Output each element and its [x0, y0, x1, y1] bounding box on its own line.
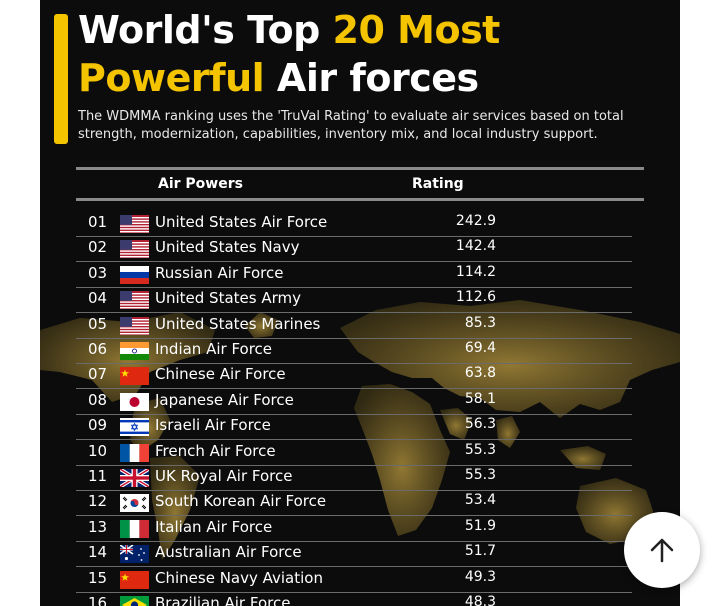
japan-flag-icon: [120, 392, 149, 411]
china-flag-icon: [120, 570, 149, 589]
rating-value: 53.4: [464, 492, 496, 509]
table-row: 03 Russian Air Force 114.2: [76, 262, 632, 288]
table-row: 09 Israeli Air Force 56.3: [76, 414, 632, 441]
rank-number: 13: [88, 517, 108, 536]
table-row: 14 Australian Air Force 51.7: [76, 541, 632, 568]
rating-value: 142.4: [455, 238, 496, 255]
south-korea-flag-icon: [120, 494, 149, 513]
air-force-name: Japanese Air Force: [155, 390, 294, 409]
table-row: 15 Chinese Navy Aviation 49.3: [76, 567, 632, 593]
rank-number: 02: [88, 238, 108, 257]
rating-value: 51.7: [464, 543, 496, 560]
air-force-name: Chinese Navy Aviation: [155, 568, 323, 587]
rating-value: 242.9: [455, 213, 496, 229]
table-top-rule: [76, 167, 644, 170]
table-row: 11 UK Royal Air Force 55.3: [76, 465, 632, 491]
france-flag-icon: [120, 443, 149, 462]
rank-number: 06: [88, 340, 108, 358]
title-accent-bar: [54, 14, 68, 144]
table-row: 02 United States Navy 142.4: [76, 236, 632, 263]
brazil-flag-icon: [120, 596, 149, 606]
subtitle: The WDMMA ranking uses the 'TruVal Ratin…: [78, 109, 624, 142]
air-force-name: Indian Air Force: [155, 340, 273, 358]
rating-value: 85.3: [464, 314, 496, 331]
rating-value: 51.9: [464, 517, 496, 534]
rating-value: 49.3: [464, 568, 496, 585]
rating-value: 55.3: [464, 467, 496, 483]
air-force-name: Brazilian Air Force: [155, 594, 291, 606]
table-row: 16 Brazilian Air Force 48.3: [76, 592, 632, 606]
india-flag-icon: [120, 342, 149, 360]
rank-number: 14: [88, 543, 108, 562]
scroll-to-top-button[interactable]: [624, 512, 700, 588]
air-force-name: South Korean Air Force: [155, 492, 327, 511]
arrow-up-icon: [650, 538, 674, 563]
air-force-name: French Air Force: [155, 441, 276, 460]
air-force-name: Israeli Air Force: [155, 416, 271, 435]
column-header-air-powers: Air Powers: [158, 176, 243, 192]
russia-flag-icon: [120, 265, 149, 284]
table-row: 13 Italian Air Force 51.9: [76, 516, 632, 542]
infographic-poster: World's Top 20 Most Powerful Air forces …: [40, 0, 680, 606]
australia-flag-icon: [120, 545, 149, 564]
air-force-name: United States Air Force: [155, 213, 328, 231]
israel-flag-icon: [120, 418, 149, 437]
rank-number: 07: [88, 365, 108, 384]
rating-value: 48.3: [464, 594, 496, 606]
page-title: World's Top 20 Most Powerful Air forces: [78, 8, 500, 100]
rank-number: 11: [88, 467, 108, 485]
air-force-name: Australian Air Force: [155, 543, 302, 562]
rank-number: 01: [88, 213, 108, 231]
rating-value: 58.1: [464, 390, 496, 407]
italy-flag-icon: [120, 519, 149, 538]
us-flag-icon: [120, 316, 149, 335]
rating-value: 114.2: [455, 263, 496, 280]
us-flag-icon: [120, 240, 149, 259]
rank-number: 03: [88, 263, 108, 282]
rating-value: 63.8: [464, 365, 496, 382]
air-force-name: United States Marines: [155, 314, 321, 333]
air-force-name: United States Navy: [155, 238, 300, 257]
table-row: 04 United States Army 112.6: [76, 287, 632, 314]
air-force-name: Chinese Air Force: [155, 365, 286, 384]
rating-value: 69.4: [464, 340, 496, 356]
column-header-rating: Rating: [412, 176, 464, 192]
china-flag-icon: [120, 367, 149, 386]
rank-number: 12: [88, 492, 108, 511]
table-row: 01 United States Air Force 242.9: [76, 211, 632, 237]
air-force-name: United States Army: [155, 289, 301, 308]
rank-number: 15: [88, 568, 108, 587]
table-row: 12 South Korean Air Force 53.4: [76, 490, 632, 517]
air-force-name: UK Royal Air Force: [155, 467, 293, 485]
table-row: 07 Chinese Air Force 63.8: [76, 363, 632, 390]
rating-value: 55.3: [464, 441, 496, 458]
rank-number: 09: [88, 416, 108, 435]
us-flag-icon: [120, 215, 149, 233]
table-row: 05 United States Marines 85.3: [76, 313, 632, 339]
rank-number: 04: [88, 289, 108, 308]
table-row: 10 French Air Force 55.3: [76, 440, 632, 466]
rank-number: 10: [88, 441, 108, 460]
table-row: 06 Indian Air Force 69.4: [76, 338, 632, 364]
rank-number: 05: [88, 314, 108, 333]
table-header-rule: [76, 198, 644, 201]
uk-flag-icon: [120, 469, 149, 487]
us-flag-icon: [120, 291, 149, 310]
rank-number: 16: [88, 594, 108, 606]
rating-value: 112.6: [455, 289, 496, 306]
air-force-name: Italian Air Force: [155, 517, 273, 536]
rank-number: 08: [88, 390, 108, 409]
air-force-name: Russian Air Force: [155, 263, 284, 282]
rating-value: 56.3: [464, 416, 496, 433]
table-row: 08 Japanese Air Force 58.1: [76, 389, 632, 415]
